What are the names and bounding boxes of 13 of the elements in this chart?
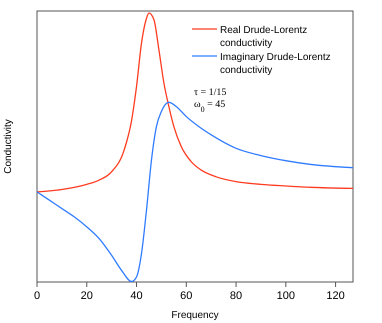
x-tick-label: 60 <box>180 290 192 302</box>
x-tick-label: 0 <box>34 290 40 302</box>
x-tick-label: 40 <box>130 290 143 302</box>
x-axis-title: Frequency <box>171 310 219 321</box>
annotation: ω$_{0}$ = 45 <box>194 99 226 114</box>
x-tick-label: 20 <box>80 290 93 302</box>
annotation: τ = 1/15 <box>194 87 226 98</box>
x-tick-label: 80 <box>230 290 242 302</box>
x-tick-label: 120 <box>326 290 345 302</box>
y-axis-title: Conductivity <box>3 119 14 174</box>
legend-label: Real Drude-Lorentz conductivity <box>220 25 308 49</box>
x-tick-label: 100 <box>276 290 295 302</box>
legend-label: Imaginary Drude-Lorentz conductivity <box>220 52 331 76</box>
